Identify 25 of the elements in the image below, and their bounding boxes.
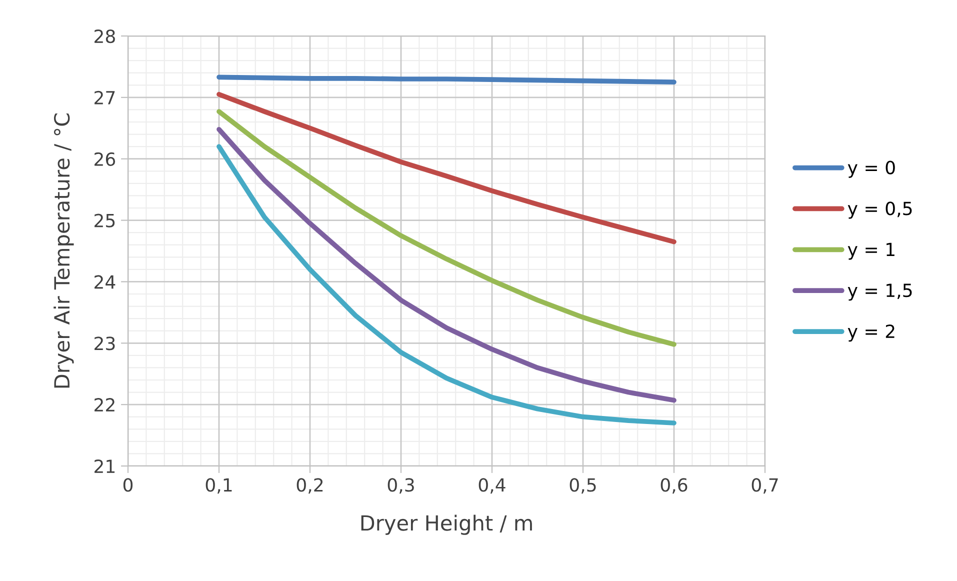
x-tick-label: 0,7 [752, 478, 778, 494]
y-tick-label: 26 [94, 152, 116, 166]
x-axis-title: Dryer Height / m [361, 514, 532, 535]
y-tick-label: 23 [94, 336, 115, 350]
legend-label: y = 0 [848, 160, 895, 178]
y-tick-label: 21 [94, 459, 115, 473]
y-tick-label: 27 [94, 90, 115, 104]
legend-label: y = 0,5 [848, 202, 912, 219]
x-tick-label: 0,5 [570, 478, 596, 494]
x-tick-label: 0,4 [478, 478, 506, 494]
y-tick-label: 24 [94, 275, 116, 289]
x-tick-label: 0 [123, 478, 133, 492]
x-tick-label: 0,6 [660, 478, 688, 494]
x-tick-label: 0,2 [296, 478, 323, 494]
line-series [216, 109, 676, 347]
y-tick-label: 25 [94, 214, 115, 228]
line-series [216, 92, 676, 244]
y-tick-label: 22 [94, 398, 114, 412]
x-tick-label: 0,1 [206, 478, 232, 494]
legend-label: y = 1,5 [848, 284, 912, 301]
legend-label: y = 1 [848, 242, 894, 260]
y-tick-label: 28 [94, 29, 115, 44]
y-axis-title: Dryer Air Temperature / °C [54, 113, 74, 388]
x-tick-label: 0,3 [388, 478, 414, 494]
legend-label: y = 2 [848, 324, 894, 342]
